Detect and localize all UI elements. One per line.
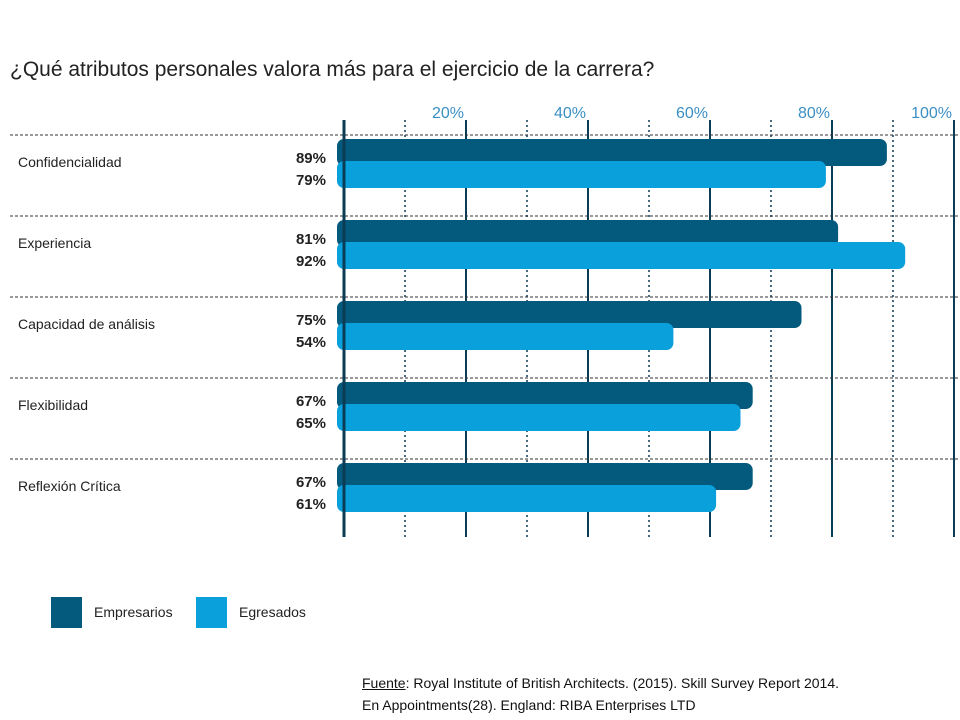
x-tick-label: 100% [911, 105, 952, 122]
value-label-egresados: 79% [296, 172, 326, 189]
source-line-1: Fuente: Royal Institute of British Archi… [362, 672, 839, 694]
legend-label-egresados: Egresados [239, 604, 306, 620]
bar-chart: 20% 40% 60% 80% 100% Confidencialidad 89% 79% Ex… [10, 105, 960, 537]
value-label-empresarios: 75% [296, 312, 326, 329]
legend-item-egresados: Egresados [196, 596, 306, 628]
category-label: Experiencia [18, 235, 91, 251]
x-tick-label: 80% [798, 105, 830, 122]
category-label: Flexibilidad [18, 397, 88, 413]
value-label-egresados: 65% [296, 415, 326, 432]
bar-empresarios [337, 139, 887, 166]
bar-egresados [337, 485, 717, 512]
bar-empresarios [337, 382, 753, 409]
legend-swatch-egresados [196, 596, 227, 628]
legend-item-empresarios: Empresarios [51, 596, 173, 628]
category-label: Capacidad de análisis [18, 316, 155, 332]
source-label: Fuente [362, 675, 406, 691]
bar-empresarios [337, 220, 839, 247]
bar-egresados [337, 323, 674, 350]
legend-label-empresarios: Empresarios [94, 604, 173, 620]
value-label-egresados: 61% [296, 496, 326, 513]
value-label-empresarios: 81% [296, 231, 326, 248]
bar-egresados [337, 161, 826, 188]
value-label-empresarios: 89% [296, 150, 326, 167]
category-label: Confidencialidad [18, 154, 122, 170]
value-label-egresados: 54% [296, 334, 326, 351]
source-note: Fuente: Royal Institute of British Archi… [362, 672, 839, 716]
source-line-2: En Appointments(28). England: RIBA Enter… [362, 697, 696, 713]
legend-swatch-empresarios [51, 596, 82, 628]
x-tick-label: 60% [676, 105, 708, 122]
x-tick-label: 20% [432, 105, 464, 122]
bar-empresarios [337, 463, 753, 490]
chart-title: ¿Qué atributos personales valora más par… [10, 58, 655, 81]
value-label-empresarios: 67% [296, 474, 326, 491]
bar-empresarios [337, 301, 802, 328]
bar-egresados [337, 242, 906, 269]
value-label-empresarios: 67% [296, 393, 326, 410]
x-tick-label: 40% [554, 105, 586, 122]
value-label-egresados: 92% [296, 253, 326, 270]
source-text: : Royal Institute of British Architects.… [405, 675, 840, 691]
bar-egresados [337, 404, 741, 431]
category-label: Reflexión Crítica [18, 478, 121, 494]
